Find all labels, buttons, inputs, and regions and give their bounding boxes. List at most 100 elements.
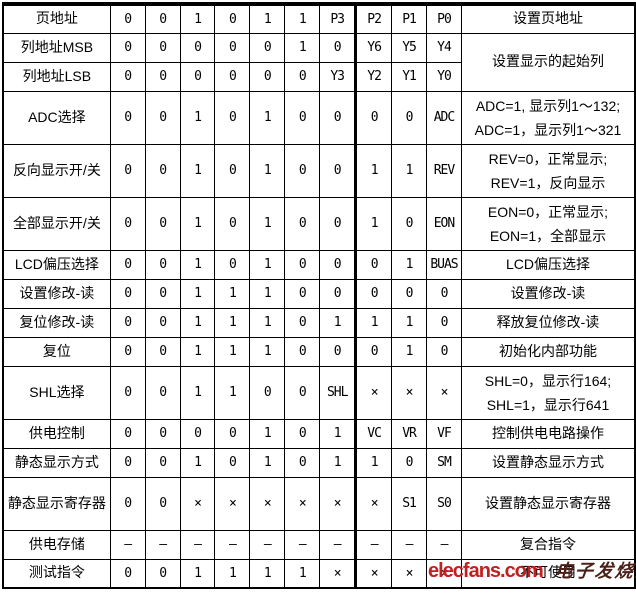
bit-cell: 0 <box>179 32 216 63</box>
bit-cell: Y5 <box>391 32 427 63</box>
bit-cell: 0 <box>109 61 146 92</box>
table-row: 静态显示方式 0 0 1 0 1 0 1 1 0 SM 设置静态显示方式 <box>2 447 636 478</box>
command-table-body: 页地址 0 0 1 0 1 1 P3 P2 P1 P0 设置页地址 列地址MSB 0 0 0 0 0 1 0 Y6 Y5 Y… <box>2 3 636 589</box>
bit-cell: 0 <box>109 558 146 589</box>
bit-cell: 0 <box>144 307 181 338</box>
bit-cell: – <box>179 529 216 560</box>
table-row: 复位 0 0 1 1 1 0 0 0 1 0 初始化内部功能 <box>2 336 636 367</box>
row-label: SHL选择 <box>2 365 111 420</box>
row-label: LCD偏压选择 <box>2 249 111 280</box>
bit-cell: 1 <box>249 3 286 34</box>
bit-cell: 0 <box>109 476 146 531</box>
description-line: 设置页地址 <box>512 10 583 27</box>
bit-cell: 0 <box>319 336 358 367</box>
bit-cell: 0 <box>214 3 251 34</box>
description-line: 释放复位修改-读 <box>496 313 600 330</box>
bit-cell: – <box>109 529 146 560</box>
bit-cell: 0 <box>391 90 427 145</box>
bit-cell: 0 <box>144 447 181 478</box>
bit-cell: 0 <box>214 90 251 145</box>
table-row: 设置修改-读 0 0 1 1 1 0 0 0 0 0 设置修改-读 <box>2 278 636 309</box>
bit-cell: 0 <box>214 196 251 251</box>
bit-cell: 0 <box>319 90 358 145</box>
bit-cell: SM <box>426 447 462 478</box>
bit-cell: 1 <box>391 336 427 367</box>
description-line: EON=0，正常显示; <box>487 203 609 220</box>
bit-cell: 0 <box>319 143 358 198</box>
bit-cell: 0 <box>109 249 146 280</box>
bit-cell: EON <box>426 196 462 251</box>
bit-cell: P0 <box>426 3 462 34</box>
table-row: 列地址LSB 0 0 0 0 0 0 Y3 Y2 Y1 Y0 <box>2 61 635 92</box>
bit-cell: – <box>214 529 251 560</box>
bit-cell: 1 <box>179 447 216 478</box>
bit-cell: × <box>214 476 251 531</box>
bit-cell: 1 <box>391 143 427 198</box>
bit-cell: – <box>391 529 427 560</box>
bit-cell: 0 <box>144 558 181 589</box>
description-line: ADC=1, 显示列1～132; <box>475 97 621 114</box>
bit-cell: 0 <box>109 307 146 338</box>
description-line: 复合指令 <box>519 535 576 552</box>
bit-cell: REV <box>426 143 462 198</box>
bit-cell: 0 <box>144 32 181 63</box>
description-line: REV=1，反向显示 <box>490 174 606 191</box>
bit-cell: × <box>249 476 286 531</box>
bit-cell: 0 <box>214 418 251 449</box>
description-cell: 复合指令 <box>460 529 636 560</box>
bit-cell: Y3 <box>319 61 358 92</box>
bit-cell: 1 <box>284 3 321 34</box>
row-label: 复位 <box>2 336 111 367</box>
bit-cell: 0 <box>284 307 321 338</box>
bit-cell: × <box>391 365 427 420</box>
bit-cell: – <box>426 529 462 560</box>
bit-cell: 1 <box>284 32 321 63</box>
table-row: 反向显示开/关 0 0 1 0 1 0 0 1 1 REV REV=0，正常显示; REV=1，反向显示 <box>2 143 636 198</box>
bit-cell: 0 <box>144 3 181 34</box>
description-cell: 控制供电电路操作 <box>460 418 636 449</box>
description-line: ADC=1，显示列1～321 <box>474 121 622 138</box>
bit-cell: 0 <box>284 61 321 92</box>
bit-cell: 1 <box>249 447 286 478</box>
bit-cell: 1 <box>249 143 286 198</box>
description-cell: 设置修改-读 <box>460 278 636 309</box>
bit-cell: 1 <box>249 307 286 338</box>
bit-cell: 1 <box>355 447 393 478</box>
bit-cell: 1 <box>214 278 251 309</box>
bit-cell: 1 <box>179 336 216 367</box>
bit-cell: 1 <box>249 90 286 145</box>
bit-cell: 0 <box>426 278 462 309</box>
bit-cell: P1 <box>391 3 427 34</box>
table-row: 供电存储 – – – – – – – – – – 复合指令 <box>2 529 636 560</box>
row-label: 页地址 <box>2 3 111 34</box>
bit-cell: 0 <box>144 418 181 449</box>
table-row: 供电控制 0 0 0 0 1 0 1 VC VR VF 控制供电电路操作 <box>2 418 636 449</box>
bit-cell: 0 <box>249 61 286 92</box>
description-cell: ADC=1, 显示列1～132; ADC=1，显示列1～321 <box>460 90 636 145</box>
bit-cell: × <box>284 476 321 531</box>
bit-cell: 1 <box>179 3 216 34</box>
bit-cell: 0 <box>214 143 251 198</box>
bit-cell: P3 <box>319 3 358 34</box>
bit-cell: S1 <box>391 476 427 531</box>
bit-cell: – <box>319 529 358 560</box>
bit-cell: 1 <box>284 558 321 589</box>
bit-cell: VC <box>355 418 393 449</box>
description-cell: 设置显示的起始列 <box>460 32 636 92</box>
bit-cell: 0 <box>214 249 251 280</box>
description-line: EON=1，全部显示 <box>489 227 607 244</box>
bit-cell: × <box>355 365 393 420</box>
description-cell: LCD偏压选择 <box>460 249 636 280</box>
bit-cell: 0 <box>426 307 462 338</box>
bit-cell: Y0 <box>426 61 462 92</box>
bit-cell: – <box>284 529 321 560</box>
description-cell: 设置静态显示寄存器 <box>460 476 636 531</box>
bit-cell: 0 <box>144 476 181 531</box>
row-label: ADC选择 <box>2 90 111 145</box>
bit-cell: 0 <box>109 143 146 198</box>
bit-cell: Y2 <box>355 61 393 92</box>
bit-cell: 1 <box>319 447 358 478</box>
bit-cell: 0 <box>284 447 321 478</box>
